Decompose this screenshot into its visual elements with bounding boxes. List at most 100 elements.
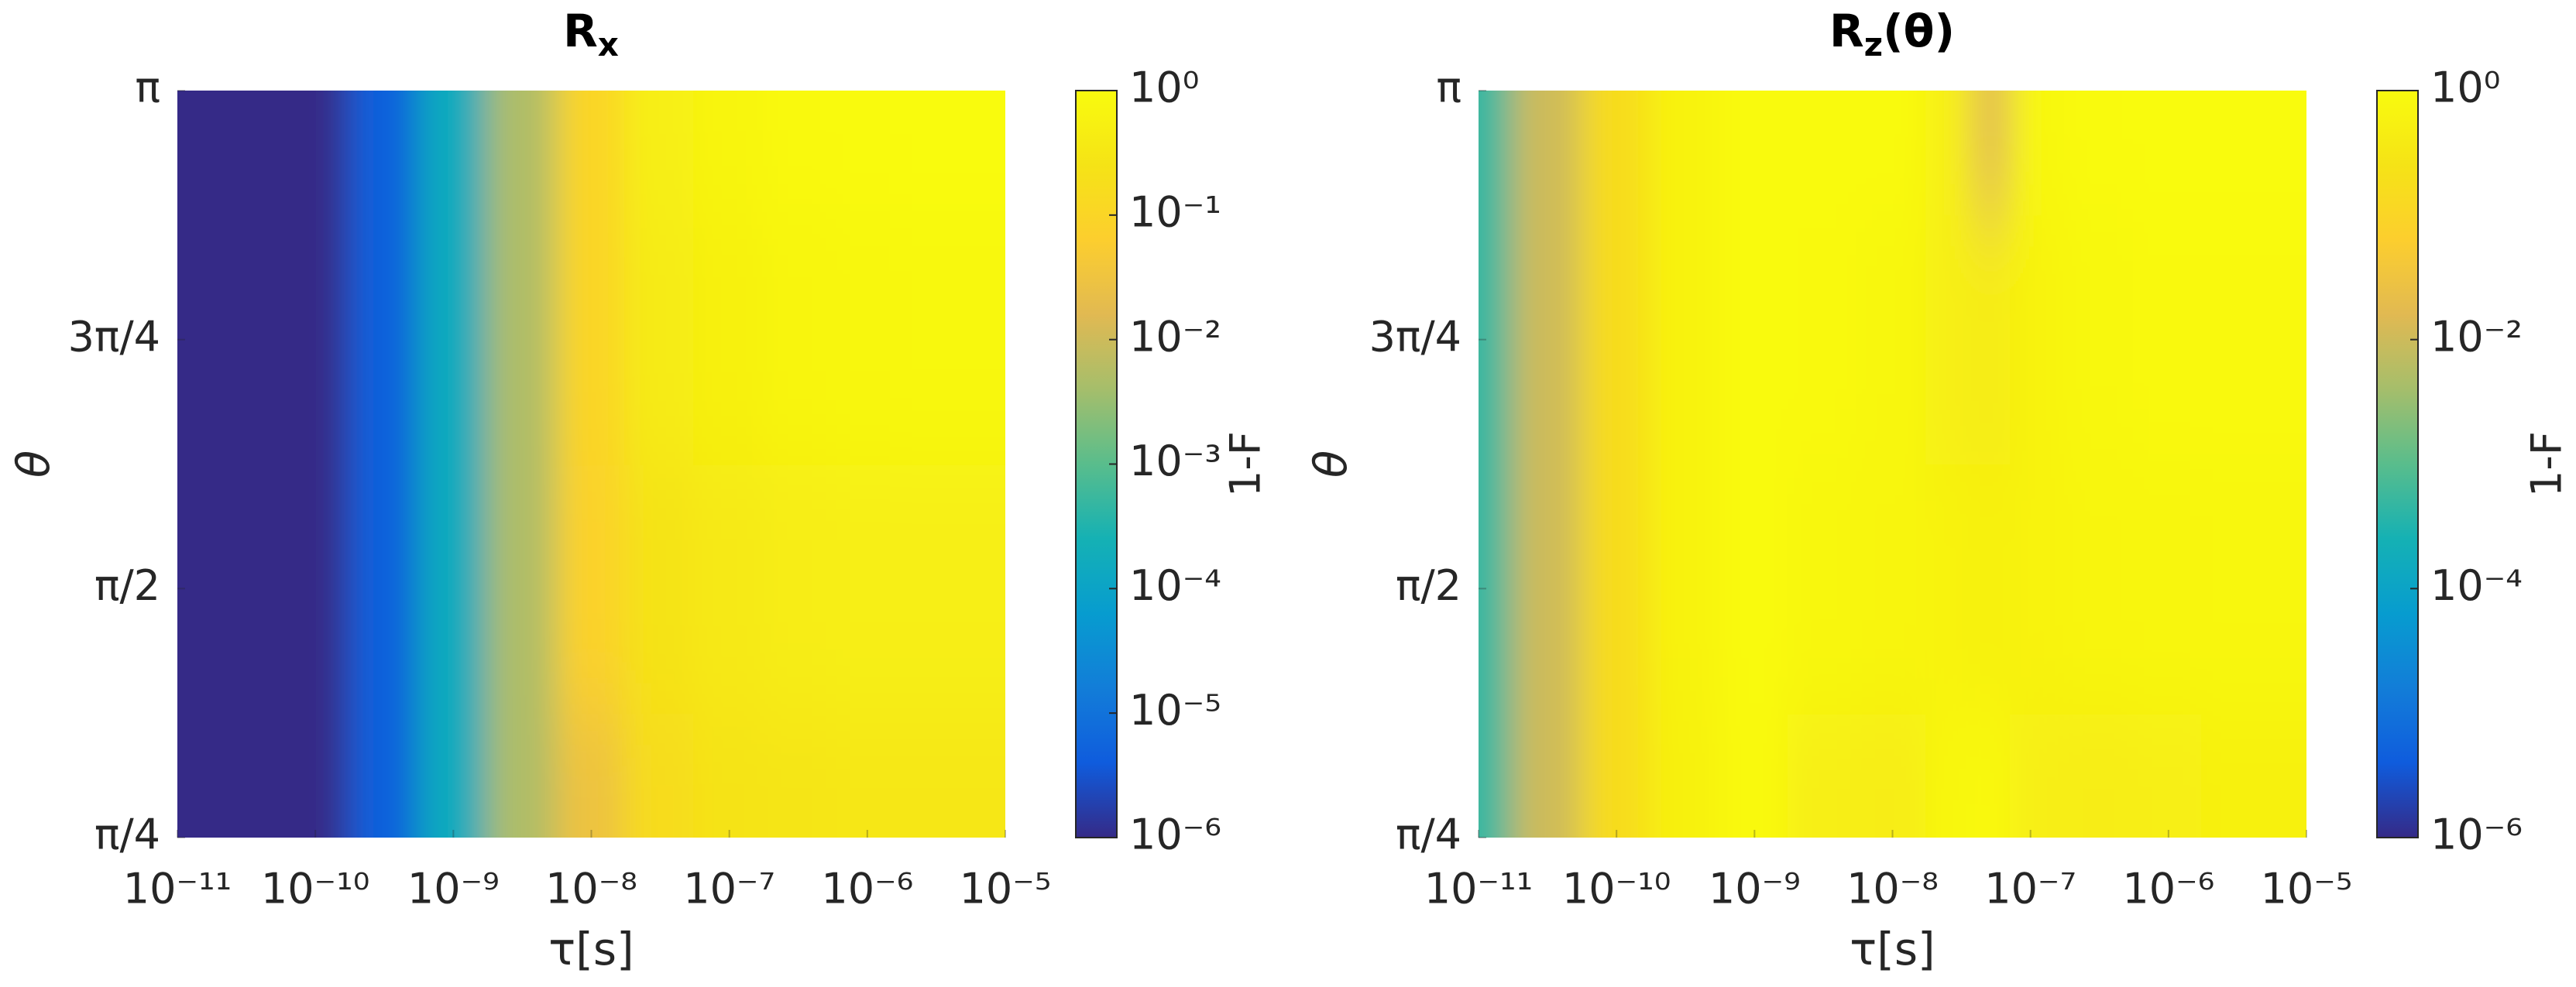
title-subscript: z <box>1864 26 1883 63</box>
heatmap-cell <box>348 464 418 715</box>
title-subscript: x <box>598 26 619 63</box>
heatmap-cell <box>1479 713 1513 838</box>
heatmap-cell <box>1580 713 1650 838</box>
x-tick-label: 10⁻⁵ <box>960 865 1052 913</box>
heatmap-cell <box>762 91 833 216</box>
heatmap-cell <box>2063 91 2134 216</box>
heatmap-cell <box>177 464 211 715</box>
heatmap-cell <box>1580 464 1650 715</box>
heatmap-cell <box>1479 214 1513 465</box>
heatmap-cell <box>831 214 902 465</box>
x-tick-label: 10⁻⁸ <box>545 865 637 913</box>
x-tick-label: 10⁻¹¹ <box>123 865 232 913</box>
heatmap-cell <box>348 91 418 216</box>
heatmap-cell <box>1718 91 1788 216</box>
heatmap-cell <box>555 214 626 465</box>
heatmap-cell <box>1973 91 2011 216</box>
colorbar-tick-label: 10⁻⁶ <box>2430 811 2523 859</box>
x-tick-label: 10⁻⁸ <box>1846 865 1939 913</box>
heatmap-cell <box>486 214 556 465</box>
colorbar-tick-label: 10⁰ <box>2430 63 2500 112</box>
heatmap-cell <box>2063 713 2134 838</box>
y-tick-label: 3π/4 <box>68 312 160 361</box>
heatmap-cell <box>279 464 349 715</box>
x-tick-label: 10⁻¹⁰ <box>1562 865 1671 913</box>
heatmap-cell <box>210 464 280 715</box>
heatmap-cell <box>1787 713 1857 838</box>
colorbar-tick-label: 10⁻² <box>1129 312 1221 361</box>
x-tick-label: 10⁻⁹ <box>407 865 500 913</box>
heatmap-cell <box>900 464 970 715</box>
heatmap-cell <box>417 464 487 715</box>
heatmap-cell <box>831 713 902 838</box>
heatmap-cell <box>1856 713 1927 838</box>
heatmap-cell <box>486 464 556 715</box>
chart-title: Rz(θ) <box>1829 5 1955 63</box>
heatmap-cell <box>2009 214 2065 465</box>
heatmap-cell <box>1973 214 2011 465</box>
colorbar <box>2376 90 2419 838</box>
heatmap-cell <box>1925 91 1975 216</box>
heatmap-cell <box>1649 713 1719 838</box>
heatmap-cell <box>1787 214 1857 465</box>
heatmap-cell <box>969 91 1005 216</box>
heatmap-cell <box>1511 713 1582 838</box>
heatmap-cell <box>210 214 280 465</box>
heatmap-cell <box>1925 713 1975 838</box>
heatmap-cell <box>762 464 833 715</box>
heatmap-cell <box>279 214 349 465</box>
heatmap-cell <box>1787 464 1857 715</box>
heatmap-cell <box>210 713 280 838</box>
colorbar-tick-label: 10⁻¹ <box>1129 187 1221 236</box>
heatmap-cell <box>2132 713 2203 838</box>
heatmap-cell <box>762 214 833 465</box>
colorbar-tick-label: 10⁻⁶ <box>1129 811 1221 859</box>
heatmap-cell <box>486 91 556 216</box>
plot-area <box>177 91 1005 838</box>
heatmap-cell <box>1511 464 1582 715</box>
heatmap-cell <box>348 214 418 465</box>
heatmap-cell <box>1856 91 1927 216</box>
y-tick-label: π/4 <box>94 811 160 859</box>
colorbar-tick-label: 10⁰ <box>1129 63 1199 112</box>
colorbar-tick-label: 10⁻⁴ <box>1129 561 1221 610</box>
heatmap-cell <box>624 464 695 715</box>
heatmap-cell <box>969 713 1005 838</box>
heatmap-cell <box>624 91 695 216</box>
heatmap-cell <box>831 464 902 715</box>
x-tick-label: 10⁻¹¹ <box>1424 865 1534 913</box>
title-main: R <box>1829 5 1864 57</box>
heatmap-cell <box>1649 464 1719 715</box>
heatmap-cell <box>348 713 418 838</box>
heatmap-cell <box>693 214 764 465</box>
heatmap-cell <box>2132 464 2203 715</box>
x-axis-label: τ[s] <box>1850 923 1935 975</box>
x-tick-label: 10⁻⁹ <box>1709 865 1801 913</box>
heatmap-cell <box>1856 214 1927 465</box>
plot-area <box>1479 91 2306 838</box>
colorbar-tick-label: 10⁻² <box>2430 312 2523 361</box>
heatmap-cell <box>969 214 1005 465</box>
heatmap-cell <box>2201 91 2272 216</box>
heatmap-cell <box>2201 713 2272 838</box>
y-axis-label: θ <box>7 451 60 478</box>
heatmap-cell <box>1856 464 1927 715</box>
y-tick-label: π/2 <box>94 561 160 610</box>
heatmap-cell <box>969 464 1005 715</box>
heatmap-cell <box>1479 464 1513 715</box>
heatmap-cell <box>1925 464 1975 715</box>
y-tick-label: 3π/4 <box>1369 312 1461 361</box>
colorbar-tick-label: 10⁻³ <box>1129 437 1221 485</box>
colorbar-tick-label: 10⁻⁵ <box>1129 686 1221 735</box>
heatmap-cell <box>417 214 487 465</box>
heatmap-cell <box>279 713 349 838</box>
heatmap-cell <box>2009 91 2065 216</box>
heatmap-cell <box>624 713 695 838</box>
heatmap-cell <box>1580 91 1650 216</box>
heatmap-cell <box>1511 91 1582 216</box>
heatmap-cell <box>1649 214 1719 465</box>
heatmap-cell <box>2270 464 2306 715</box>
heatmap-cell <box>1925 214 1975 465</box>
heatmap-cell <box>2063 464 2134 715</box>
